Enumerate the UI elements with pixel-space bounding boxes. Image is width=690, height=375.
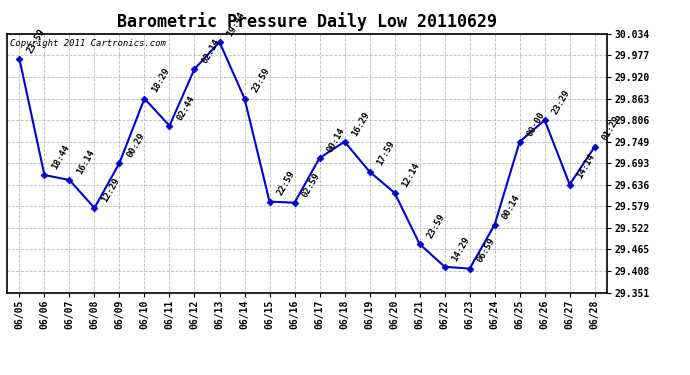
Text: Copyright 2011 Cartronics.com: Copyright 2011 Cartronics.com — [10, 39, 166, 48]
Text: 02:59: 02:59 — [300, 171, 322, 198]
Text: 23:59: 23:59 — [250, 67, 271, 94]
Text: 23:59: 23:59 — [425, 212, 446, 240]
Text: 17:59: 17:59 — [375, 140, 396, 168]
Text: 16:29: 16:29 — [350, 110, 371, 138]
Text: 22:59: 22:59 — [275, 170, 296, 197]
Text: 02:44: 02:44 — [175, 94, 196, 122]
Text: 01:29: 01:29 — [600, 115, 622, 142]
Text: 23:29: 23:29 — [550, 88, 571, 116]
Text: 00:14: 00:14 — [500, 193, 522, 220]
Text: 02:14: 02:14 — [200, 37, 221, 65]
Text: 19:44: 19:44 — [225, 10, 246, 38]
Text: 00:00: 00:00 — [525, 110, 546, 138]
Text: 12:29: 12:29 — [100, 176, 121, 204]
Text: 14:29: 14:29 — [450, 235, 471, 262]
Text: 16:14: 16:14 — [75, 148, 96, 176]
Text: 12:14: 12:14 — [400, 161, 422, 189]
Text: 00:14: 00:14 — [325, 126, 346, 154]
Text: 18:44: 18:44 — [50, 143, 71, 171]
Title: Barometric Pressure Daily Low 20110629: Barometric Pressure Daily Low 20110629 — [117, 12, 497, 31]
Text: 06:59: 06:59 — [475, 237, 496, 264]
Text: 14:14: 14:14 — [575, 153, 596, 180]
Text: 18:29: 18:29 — [150, 67, 171, 94]
Text: 23:59: 23:59 — [25, 27, 46, 55]
Text: 00:29: 00:29 — [125, 131, 146, 159]
